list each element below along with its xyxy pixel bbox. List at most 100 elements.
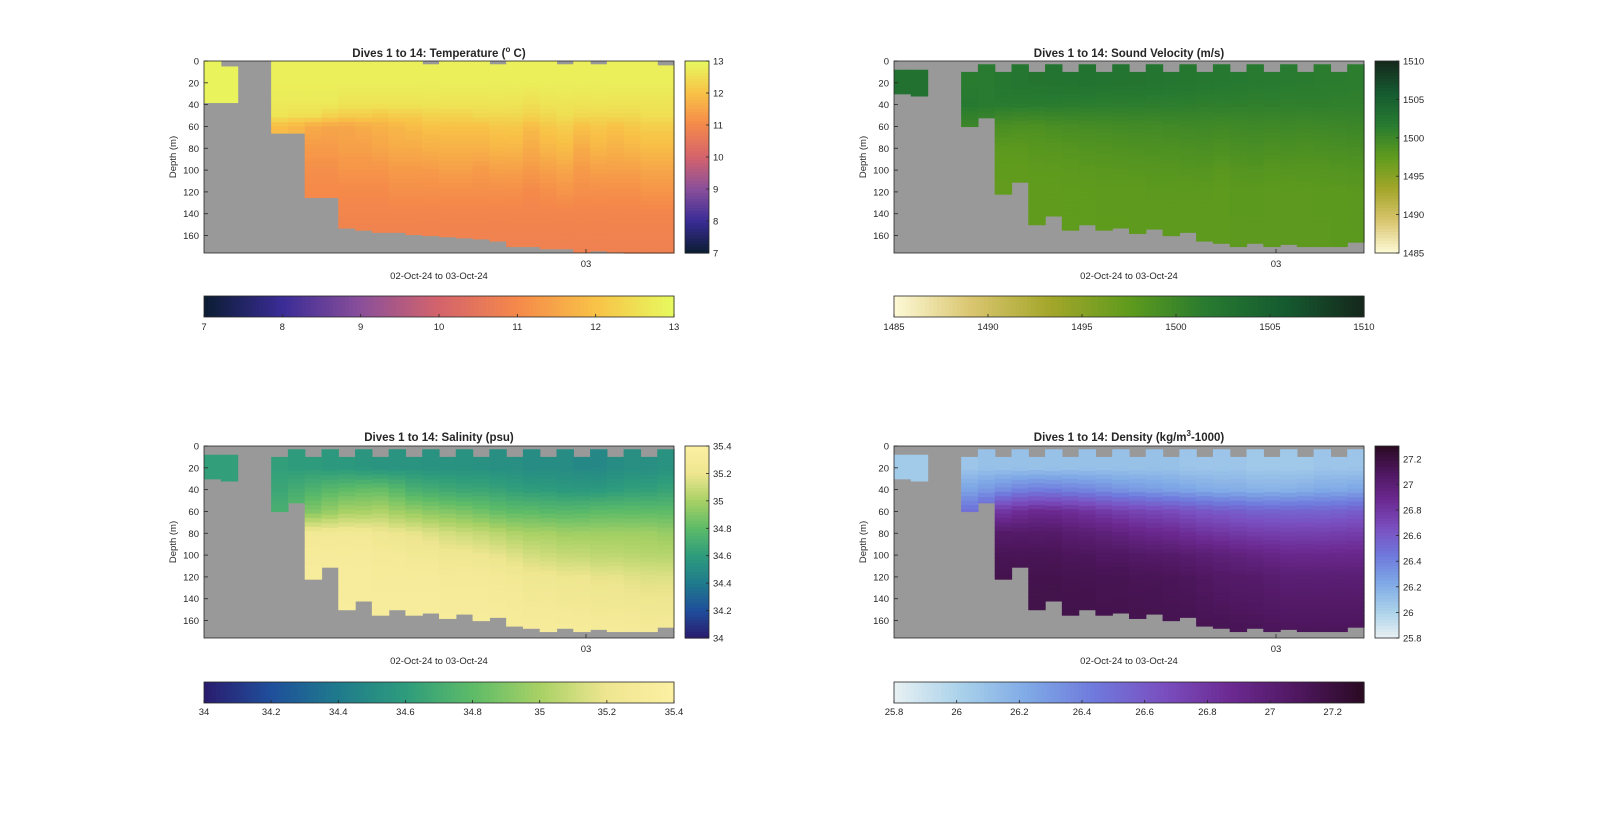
heatmap-cell: [1095, 470, 1113, 475]
heatmap-cell: [405, 91, 423, 97]
heatmap-cell: [539, 579, 558, 585]
heatmap-cell: [894, 459, 912, 465]
heatmap-cell: [1347, 190, 1365, 196]
heatmap-cell: [1246, 129, 1264, 135]
heatmap-cell: [640, 139, 658, 145]
heatmap-cell: [1112, 199, 1130, 205]
colorbar-swatch: [529, 296, 534, 317]
heatmap-cell: [590, 142, 608, 148]
heatmap-cell: [623, 549, 642, 555]
heatmap-cell: [1028, 128, 1046, 134]
heatmap-cell: [1196, 522, 1214, 528]
colorbar-swatch: [685, 247, 709, 251]
heatmap-cell: [894, 87, 912, 93]
colorbar-swatch: [1066, 682, 1071, 703]
heatmap-cell: [1129, 198, 1147, 204]
heatmap-cell: [640, 170, 658, 176]
heatmap-cell: [1296, 500, 1315, 506]
heatmap-cell: [1179, 116, 1197, 122]
colorbar-tick-label: 34.4: [713, 579, 732, 590]
colorbar-tick-label: 34: [199, 707, 210, 718]
heatmap-cell: [1129, 215, 1147, 221]
heatmap-cell: [1061, 535, 1080, 541]
colorbar-swatch: [556, 296, 562, 317]
heatmap-cell: [472, 91, 490, 97]
heatmap-cell: [439, 152, 457, 158]
colorbar-frame: [684, 445, 710, 639]
heatmap-cell: [994, 474, 1013, 480]
heatmap-cell: [388, 588, 407, 594]
colorbar-swatch: [685, 232, 709, 236]
colorbar-swatch: [1019, 296, 1024, 317]
heatmap-cell: [606, 622, 625, 628]
heatmap-cell: [1045, 484, 1063, 490]
heatmap-cell: [1229, 583, 1248, 589]
heatmap-cell: [1129, 535, 1147, 541]
heatmap-cell: [338, 218, 356, 224]
heatmap-cell: [522, 196, 541, 202]
colorbar-swatch: [1375, 226, 1399, 230]
heatmap-cell: [1263, 552, 1281, 558]
y-tick-label: 80: [188, 529, 199, 540]
heatmap-cell: [1246, 549, 1264, 555]
colorbar-swatch: [1375, 85, 1399, 89]
colorbar-swatch: [247, 296, 252, 317]
heatmap-cell: [539, 213, 558, 219]
colorbar-swatch: [1313, 682, 1318, 703]
heatmap-cell: [506, 183, 524, 189]
colorbar-swatch: [368, 682, 374, 703]
heatmap-cell: [1011, 155, 1029, 161]
colorbar-swatch: [1375, 503, 1399, 507]
colorbar-swatch: [685, 632, 709, 636]
heatmap-cell: [338, 178, 356, 184]
heatmap-cell: [455, 65, 474, 71]
heatmap-cell: [472, 535, 490, 541]
heatmap-cell: [338, 148, 356, 154]
y-tick-label: 100: [873, 551, 889, 562]
heatmap-cell: [472, 213, 490, 219]
heatmap-cell: [640, 130, 658, 136]
heatmap-cell: [321, 104, 339, 110]
heatmap-cell: [455, 139, 474, 145]
heatmap-cell: [439, 209, 457, 215]
heatmap-cell: [1263, 215, 1281, 221]
heatmap-cell: [556, 453, 574, 459]
heatmap-cell: [304, 82, 323, 88]
heatmap-cell: [590, 77, 608, 83]
heatmap-cell: [1045, 492, 1063, 498]
colorbar-swatch: [1375, 545, 1399, 549]
heatmap-cell: [1330, 456, 1348, 462]
heatmap-cell: [573, 478, 591, 484]
heatmap-cell: [910, 463, 929, 469]
heatmap-cell: [455, 471, 474, 477]
heatmap-cell: [1028, 98, 1046, 104]
heatmap-cell: [455, 231, 474, 237]
colorbar-swatch: [685, 470, 709, 474]
heatmap-cell: [961, 98, 979, 104]
heatmap-cell: [405, 496, 423, 502]
heatmap-cell: [623, 501, 642, 507]
colorbar-tick-label: 34.2: [713, 606, 732, 617]
heatmap-cell: [1280, 173, 1298, 179]
heatmap-cell: [1246, 64, 1264, 70]
heatmap-cell: [1028, 207, 1046, 213]
heatmap-cell: [1313, 458, 1332, 463]
colorbar-swatch: [1117, 682, 1122, 703]
heatmap-cell: [1112, 571, 1130, 577]
heatmap-cell: [489, 73, 507, 78]
heatmap-cell: [1296, 583, 1315, 589]
heatmap-cell: [606, 95, 625, 101]
heatmap-cell: [489, 177, 507, 183]
heatmap-cell: [439, 513, 457, 519]
colorbar-swatch: [685, 482, 709, 486]
chart-title: Dives 1 to 14: Sound Velocity (m/s): [1034, 48, 1225, 60]
heatmap-cell: [1330, 570, 1348, 576]
colorbar-swatch: [685, 61, 709, 65]
heatmap-cell: [1112, 475, 1130, 481]
heatmap-cell: [556, 484, 574, 490]
heatmap-cell: [388, 209, 407, 215]
colorbar-swatch: [517, 296, 522, 317]
colorbar-swatch: [1375, 635, 1399, 639]
heatmap-cell: [1162, 579, 1180, 585]
heatmap-cells: [894, 64, 1365, 248]
